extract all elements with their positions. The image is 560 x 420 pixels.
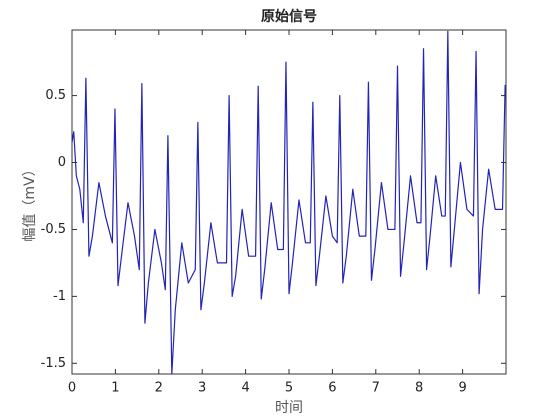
x-axis-label: 时间	[275, 400, 303, 416]
x-tick-label: 8	[415, 381, 423, 396]
x-tick-label: 0	[68, 381, 76, 396]
x-tick-label: 3	[198, 381, 206, 396]
chart-title: 原始信号	[261, 8, 317, 25]
x-tick-label: 4	[241, 381, 249, 396]
y-tick-label: 0.5	[45, 88, 66, 103]
x-tick-label: 6	[328, 381, 336, 396]
x-tick-label: 9	[458, 381, 466, 396]
y-axis-label: 幅值（mV）	[22, 162, 38, 241]
y-tick-label: -1	[53, 289, 66, 304]
y-tick-label: -0.5	[41, 222, 66, 237]
y-tick-label: 0	[58, 155, 66, 170]
y-tick-label: -1.5	[41, 356, 66, 371]
x-tick-label: 1	[111, 381, 119, 396]
x-tick-label: 5	[285, 381, 293, 396]
x-tick-label: 2	[155, 381, 163, 396]
signal-line	[71, 30, 506, 375]
x-tick-label: 7	[372, 381, 380, 396]
